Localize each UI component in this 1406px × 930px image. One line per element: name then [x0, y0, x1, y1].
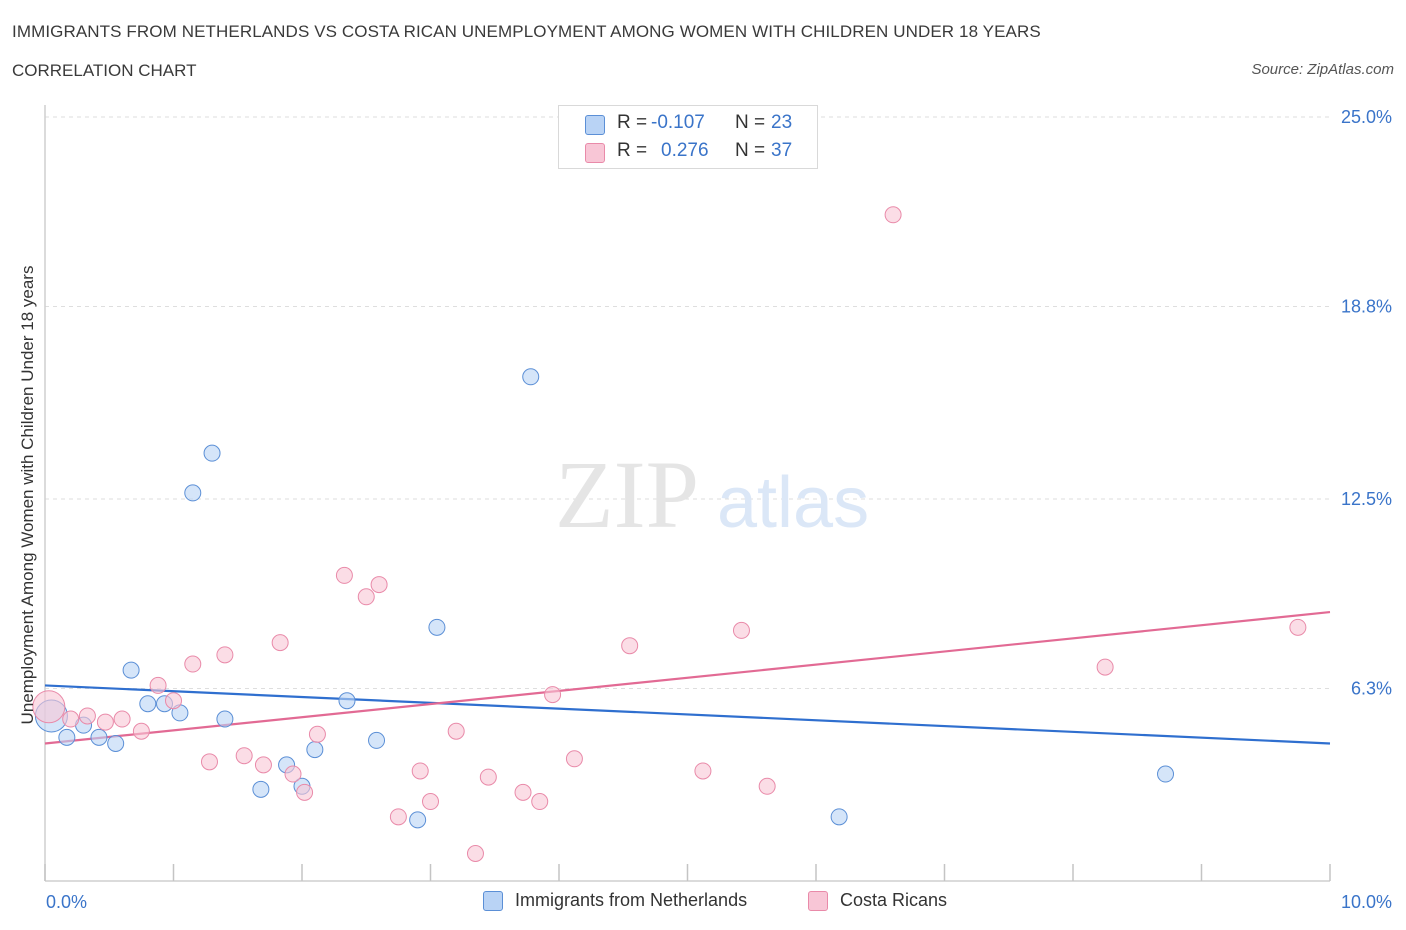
x-tick-label: 0.0% [46, 892, 87, 912]
netherlands-point [368, 731, 386, 749]
costa-rican-point [357, 588, 375, 606]
costa-rican-point [216, 646, 234, 664]
legend-r-value: 0.276 [661, 140, 709, 161]
costa-rican-point [32, 690, 66, 724]
costa-rican-point [479, 768, 497, 786]
legend-n-label: N = [735, 112, 766, 133]
bottom-legend-swatch-netherlands [483, 891, 503, 911]
netherlands-point [90, 728, 108, 746]
costa-rican-point [1096, 658, 1114, 676]
netherlands-point [338, 692, 356, 710]
costa-rican-point [411, 762, 429, 780]
costa-rican-point [284, 765, 302, 783]
netherlands-point [216, 710, 234, 728]
netherlands-point [522, 368, 540, 386]
costa-rican-point [200, 753, 218, 771]
legend-n-value: 23 [771, 112, 793, 133]
costa-rican-point [531, 793, 549, 811]
legend-n-label: N = [735, 140, 766, 161]
bottom-legend-label: Immigrants from Netherlands [515, 890, 748, 910]
costa-rican-point [254, 756, 272, 774]
costa-rican-point [389, 808, 407, 826]
costa-rican-point [308, 725, 326, 743]
costa-rican-point [78, 707, 96, 725]
costa-rican-point [1289, 618, 1307, 636]
y-tick-label: 6.3% [1351, 678, 1392, 698]
legend-n-value: 37 [771, 140, 793, 161]
bottom-legend-swatch-costa-ricans [808, 891, 828, 911]
costa-rican-point [62, 710, 80, 728]
legend-r-label: R = [617, 112, 648, 133]
costa-rican-point [296, 783, 314, 801]
costa-rican-point [732, 621, 750, 639]
costa-rican-point [184, 655, 202, 673]
costa-rican-point [621, 637, 639, 655]
costa-rican-point [113, 710, 131, 728]
costa-rican-point [165, 692, 182, 710]
costa-rican-point [132, 722, 150, 740]
data-points [32, 206, 1307, 862]
legend-swatch-netherlands [585, 115, 605, 135]
costa-rican-point [884, 206, 902, 224]
costa-rican-point [422, 793, 439, 811]
y-tick-label: 25.0% [1341, 107, 1392, 127]
chart-subtitle: CORRELATION CHART [12, 61, 197, 80]
y-axis-label: Unemployment Among Women with Children U… [18, 266, 37, 725]
netherlands-point [252, 780, 270, 798]
netherlands-point [107, 734, 125, 752]
legend-r-label: R = [617, 140, 648, 161]
costa-rican-point [565, 750, 583, 768]
legend-r-value: -0.107 [651, 112, 705, 133]
costa-rican-point [694, 762, 712, 780]
netherlands-point [428, 618, 446, 636]
costa-rican-point [514, 783, 532, 801]
costa-rican-point [96, 713, 114, 731]
netherlands-point [58, 728, 76, 746]
costa-rican-point [149, 676, 167, 694]
costa-rican-point [758, 777, 776, 795]
source-label: Source: ZipAtlas.com [1251, 61, 1394, 78]
legend-swatch-costa-ricans [585, 143, 605, 163]
bottom-legend-label: Costa Ricans [840, 890, 948, 910]
gridlines [45, 116, 1330, 689]
netherlands-trend-line [44, 684, 1331, 745]
costa-rican-point [370, 576, 388, 594]
costa-rican-point [466, 844, 484, 862]
y-tick-label: 18.8% [1341, 296, 1392, 316]
netherlands-point [1157, 765, 1175, 783]
watermark-zip: ZIP [555, 441, 699, 548]
netherlands-point [306, 741, 324, 759]
costa-rican-point [335, 566, 353, 584]
axes [44, 105, 1331, 882]
costa-rican-trend-line [44, 610, 1331, 745]
costa-rican-point [544, 686, 562, 704]
netherlands-point [122, 661, 140, 679]
tick-labels: 6.3% 12.5% 18.8% 25.0% 0.0% 10.0% [46, 107, 1392, 912]
trend-lines [44, 610, 1331, 745]
netherlands-point [184, 484, 202, 502]
costa-rican-point [271, 634, 289, 652]
correlation-legend: R = -0.107 N = 23 R = 0.276 N = 37 [558, 105, 818, 169]
x-tick-label: 10.0% [1341, 892, 1392, 912]
netherlands-point [203, 444, 221, 462]
netherlands-point [409, 811, 427, 829]
netherlands-point [139, 695, 157, 713]
costa-rican-point [447, 722, 465, 740]
chart-title: IMMIGRANTS FROM NETHERLANDS VS COSTA RIC… [12, 22, 1041, 41]
costa-rican-point [235, 747, 253, 765]
watermark-atlas: atlas [717, 463, 869, 543]
netherlands-point [830, 808, 848, 826]
y-tick-label: 12.5% [1341, 489, 1392, 509]
